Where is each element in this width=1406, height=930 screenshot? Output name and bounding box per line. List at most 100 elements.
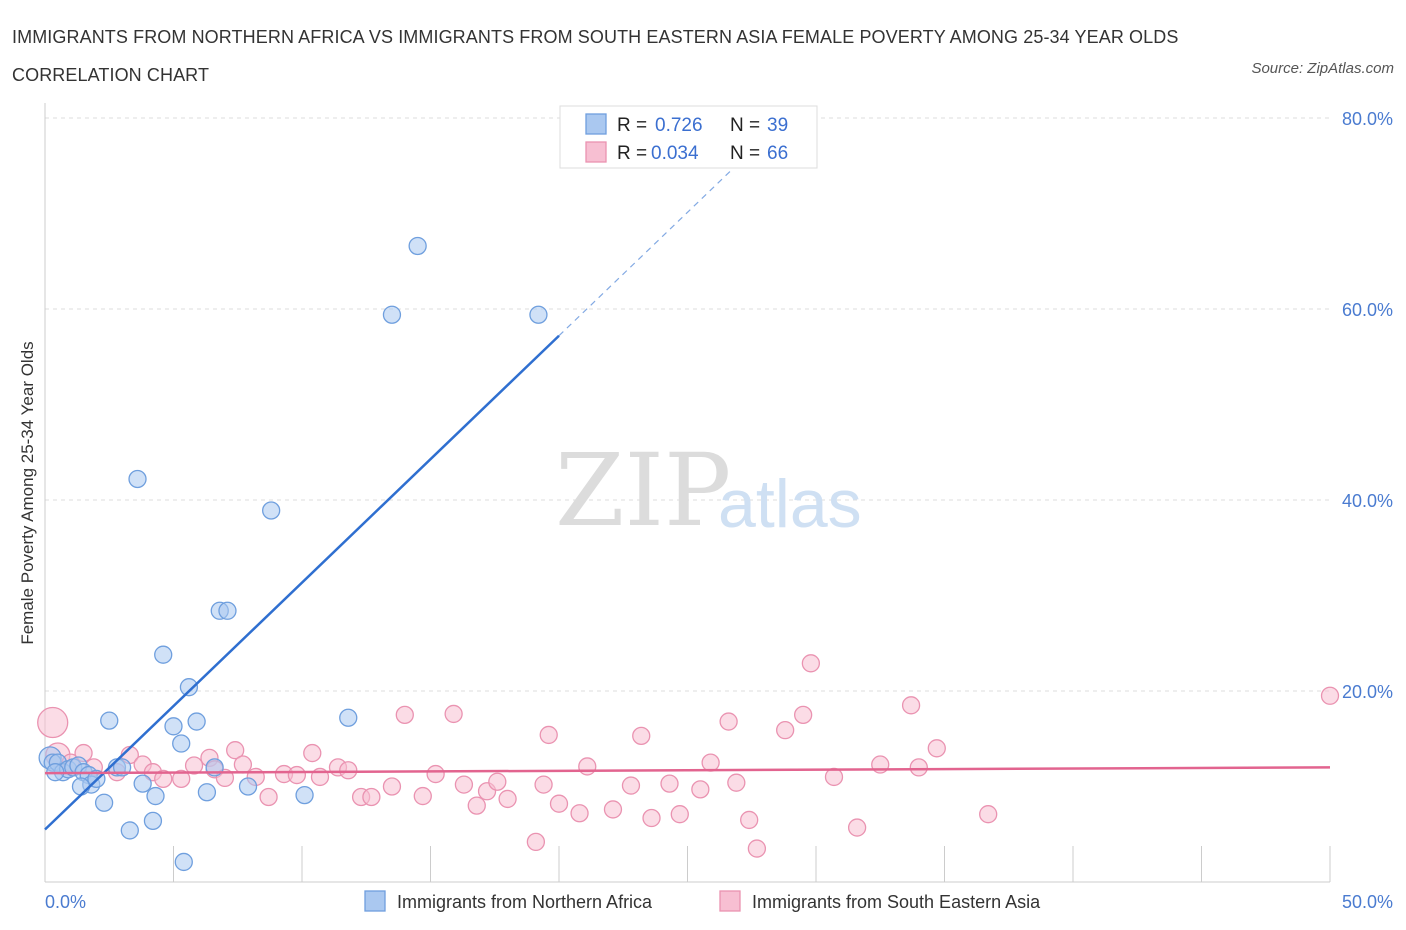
blue-trend-line (44, 334, 560, 831)
stats-n-value-blue: 39 (767, 115, 788, 136)
blue-data-point (218, 601, 237, 620)
y-tick-label: 20.0% (1342, 682, 1393, 702)
pink-data-point (172, 769, 191, 789)
pink-data-point (747, 839, 767, 858)
blue-data-point (339, 708, 358, 727)
pink-trend-line (44, 766, 1331, 775)
stats-n-value-pink: 66 (767, 143, 788, 164)
pink-data-point (382, 777, 402, 796)
x-tick-label-max: 50.0% (1342, 892, 1393, 912)
pink-data-point (632, 726, 651, 746)
legend: Immigrants from Northern Africa Immigran… (364, 890, 1041, 912)
pink-data-point (719, 712, 738, 731)
pink-data-point (776, 721, 795, 740)
blue-data-point (187, 712, 206, 731)
pink-data-point (259, 787, 278, 807)
y-tick-label: 80.0% (1342, 109, 1393, 129)
pink-data-point (154, 769, 173, 789)
stats-n-label-pink: N = (730, 143, 760, 164)
watermark-zip: ZIP (555, 432, 731, 549)
pink-data-point (570, 804, 589, 823)
blue-trend-extension (558, 150, 753, 337)
blue-data-point (128, 469, 147, 489)
pink-data-point (824, 767, 844, 787)
pink-data-point (801, 654, 821, 673)
pink-data-point (979, 805, 998, 824)
pink-data-point (303, 743, 322, 763)
stats-swatch-blue (585, 113, 607, 135)
pink-data-point (727, 773, 746, 792)
pink-data-point (184, 756, 204, 775)
legend-swatch-blue (364, 890, 386, 912)
blue-data-point (164, 717, 183, 736)
blue-data-point (295, 785, 314, 805)
blue-data-point (94, 793, 114, 812)
pink-data-point (691, 780, 710, 799)
stats-r-value-pink: 0.034 (651, 143, 699, 164)
axes (44, 103, 1331, 883)
blue-data-point (174, 852, 193, 872)
pink-data-point (909, 758, 928, 777)
blue-data-point (154, 645, 173, 664)
blue-data-point (238, 777, 258, 796)
pink-data-point (539, 725, 558, 745)
pink-data-point (444, 704, 463, 724)
blue-data-point (172, 734, 191, 753)
blue-data-point (179, 678, 199, 697)
pink-data-point (413, 786, 432, 806)
pink-data-point (670, 805, 689, 824)
pink-data-point (498, 789, 517, 809)
pink-data-point (847, 818, 867, 837)
x-tick-labels: 0.0% 50.0% (45, 892, 1393, 912)
gridlines (45, 117, 1330, 692)
blue-data-point (382, 305, 402, 324)
y-tick-labels: 20.0% 40.0% 60.0% 80.0% (1342, 109, 1393, 702)
blue-data-point (262, 501, 281, 520)
pink-data-point (927, 739, 946, 758)
stats-r-value-blue: 0.726 (655, 115, 703, 136)
pink-data-point (901, 696, 921, 715)
legend-label-blue: Immigrants from Northern Africa (397, 892, 653, 912)
pink-data-point (578, 757, 597, 776)
legend-label-pink: Immigrants from South Eastern Asia (752, 892, 1041, 912)
pink-data-point (488, 772, 507, 791)
stats-r-label-blue: R = (617, 115, 647, 136)
y-tick-label: 60.0% (1342, 300, 1393, 320)
y-tick-label: 40.0% (1342, 491, 1393, 511)
pink-data-point (339, 761, 358, 780)
pink-data-point (287, 765, 307, 785)
trend-lines (44, 150, 1331, 831)
pink-data-point (794, 705, 813, 725)
pink-data-point (603, 800, 623, 819)
stats-r-label-pink: R = (617, 143, 647, 164)
pink-data-point (37, 706, 69, 739)
pink-data-point (362, 787, 381, 807)
pink-data-point (395, 705, 414, 725)
blue-data-point (120, 821, 139, 840)
source-note: Source: ZipAtlas.com (1251, 60, 1394, 77)
blue-data-point (146, 786, 165, 806)
pink-data-point (621, 776, 641, 795)
pink-data-point (467, 796, 486, 815)
pink-data-point (1320, 686, 1340, 705)
pink-data-point (549, 794, 569, 813)
pink-data-point (526, 832, 546, 852)
pink-data-point (642, 808, 661, 828)
pink-data-point (701, 753, 720, 772)
pink-data-point (660, 774, 679, 793)
blue-data-point (197, 783, 217, 802)
watermark: ZIP atlas (555, 432, 862, 549)
blue-data-point (529, 305, 548, 324)
pink-series-points (37, 654, 1340, 858)
blue-data-point (71, 777, 91, 796)
watermark-atlas: atlas (718, 466, 862, 542)
legend-swatch-pink (719, 890, 741, 912)
blue-data-point (133, 774, 152, 793)
stats-box: R = 0.726 N = 39 R = 0.034 N = 66 (559, 105, 818, 169)
stats-swatch-pink (585, 141, 607, 163)
pink-data-point (740, 810, 759, 830)
blue-data-point (408, 236, 427, 256)
blue-data-point (100, 711, 119, 730)
pink-data-point (534, 775, 553, 794)
pink-data-point (226, 741, 245, 760)
